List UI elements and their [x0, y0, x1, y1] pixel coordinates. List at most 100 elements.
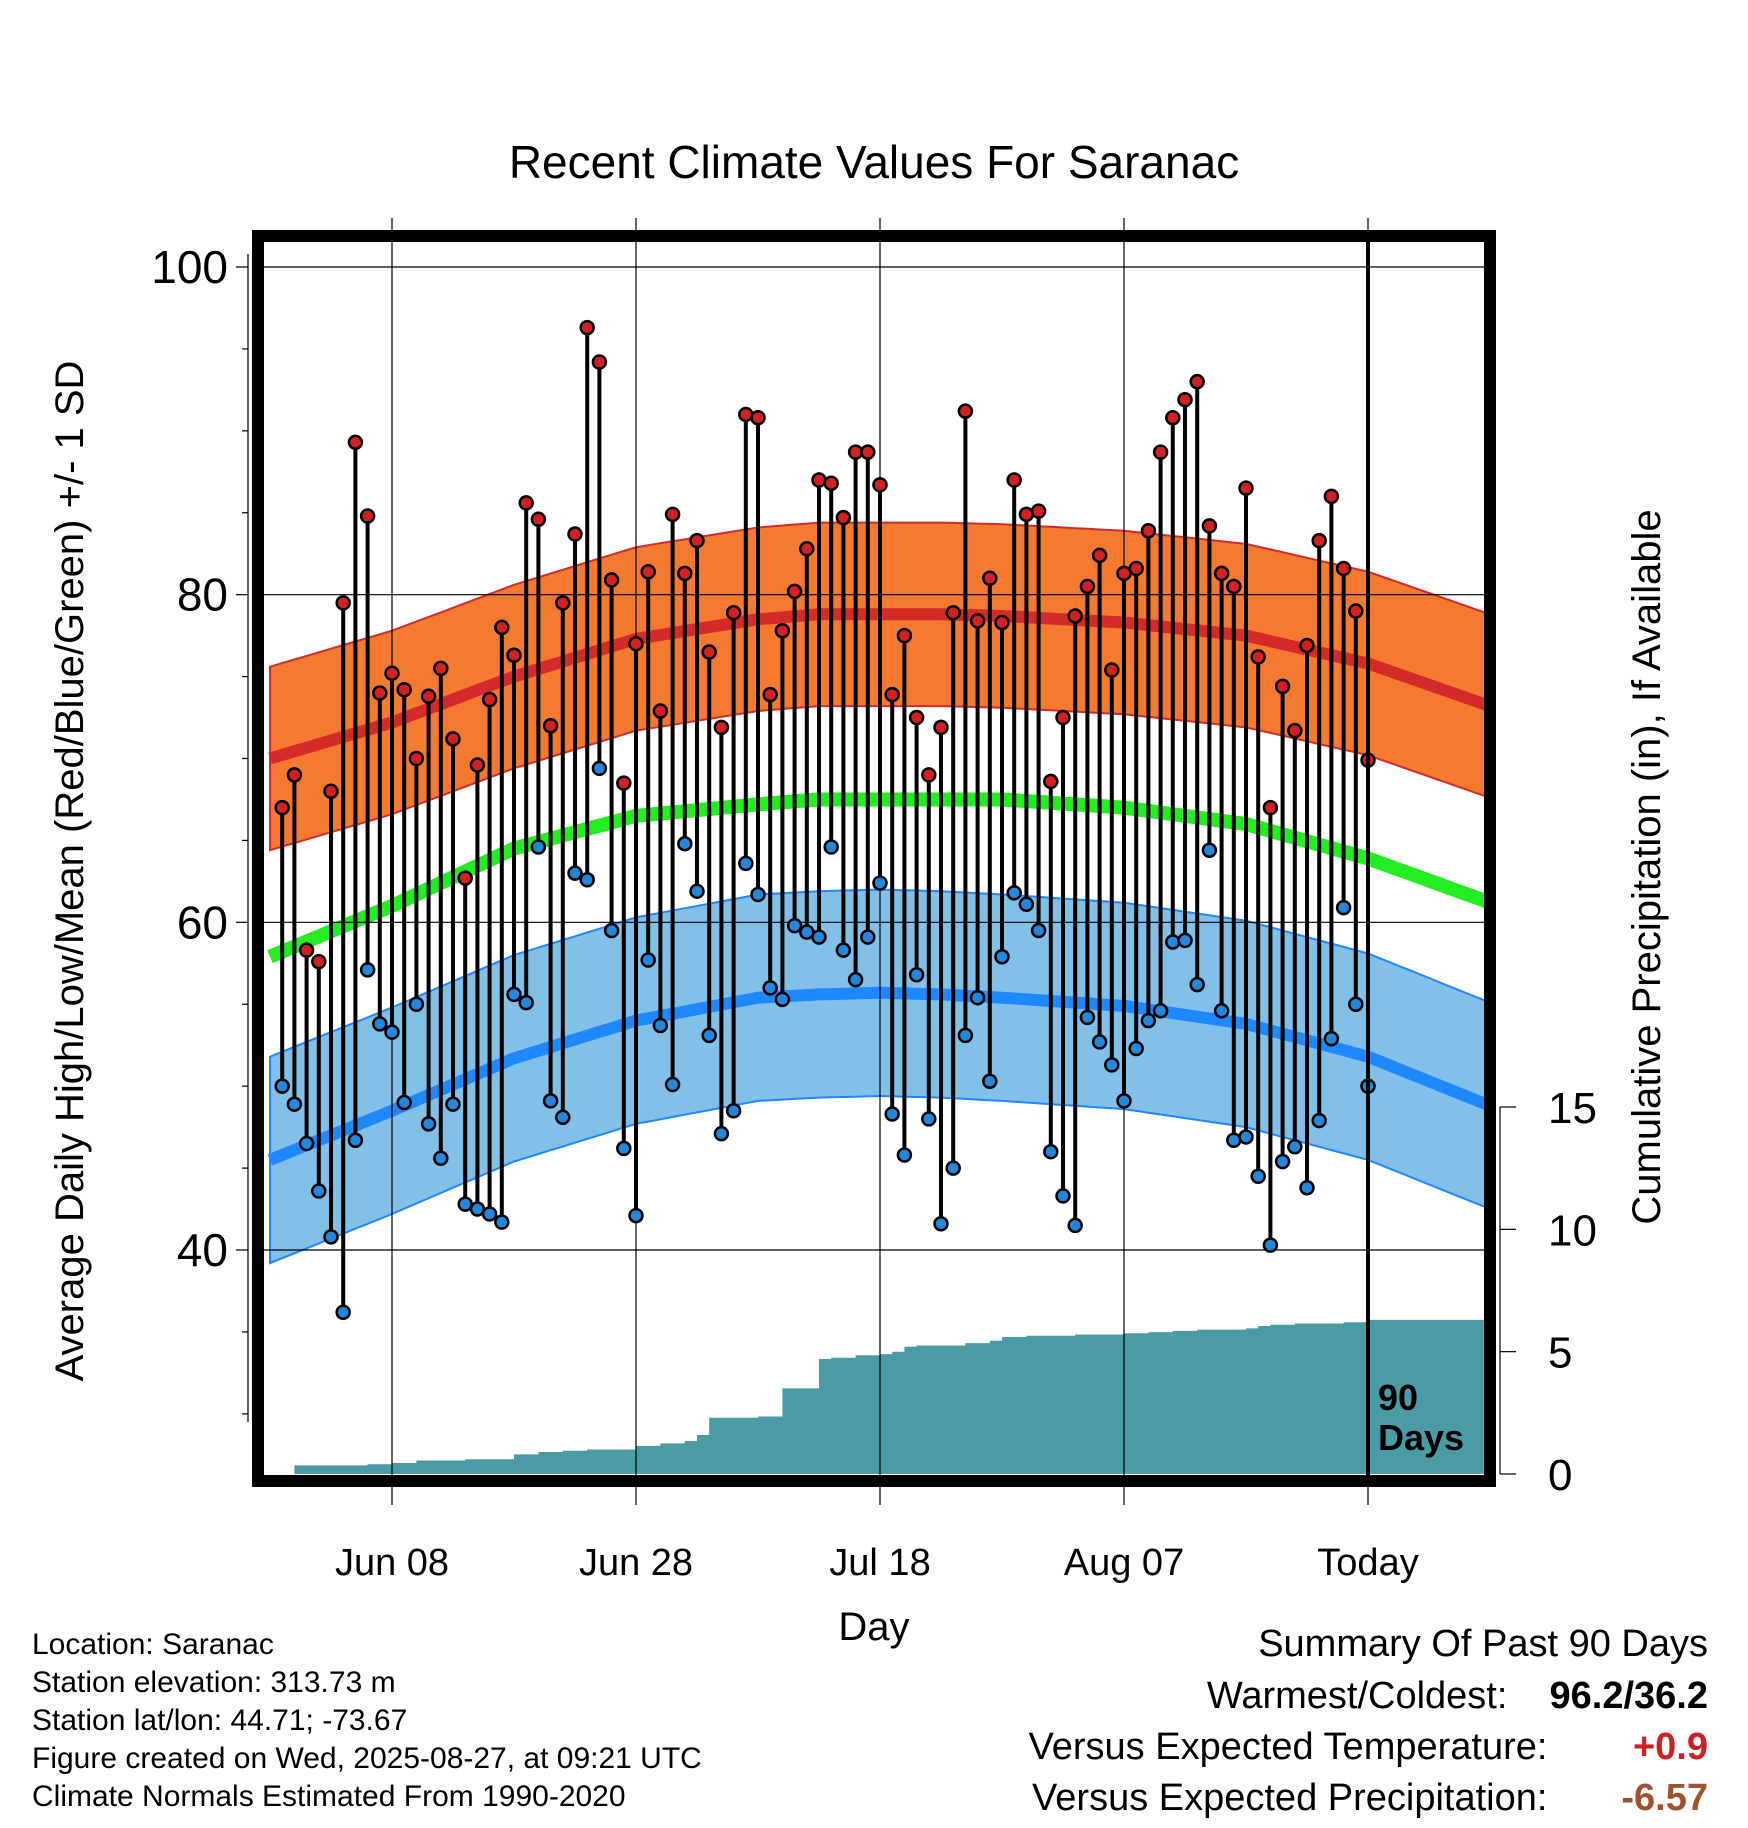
high-point	[1299, 637, 1315, 654]
low-point	[420, 1116, 437, 1132]
high-point	[591, 354, 608, 370]
latlon-text: Station lat/lon: 44.71; -73.67	[32, 1704, 408, 1737]
low-point	[872, 875, 888, 891]
high-point	[860, 444, 876, 460]
low-point	[591, 760, 608, 777]
low-point	[335, 1304, 351, 1321]
high-point	[420, 688, 437, 704]
low-point	[372, 1016, 388, 1032]
low-point	[347, 1132, 364, 1148]
high-point	[603, 572, 620, 588]
low-point	[1238, 1129, 1254, 1145]
high-point	[1152, 444, 1169, 460]
low-point	[1299, 1179, 1315, 1196]
plot-area	[264, 242, 1484, 1475]
low-point	[1189, 976, 1205, 993]
high-point	[567, 526, 583, 542]
high-point	[616, 775, 632, 791]
y-axis-label: Average Daily High/Low/Mean (Red/Blue/Gr…	[48, 361, 92, 1382]
high-point	[725, 604, 742, 621]
high-point	[957, 403, 974, 419]
low-point	[518, 994, 534, 1011]
low-point	[1274, 1153, 1291, 1170]
high-point	[1128, 560, 1144, 577]
low-point	[384, 1024, 400, 1040]
high-point	[457, 870, 473, 886]
low-point	[445, 1096, 461, 1112]
y-tick-label: 100	[151, 241, 228, 293]
high-point	[1177, 391, 1193, 408]
low-point	[1104, 1057, 1120, 1073]
low-point	[1128, 1040, 1144, 1057]
high-point	[298, 942, 315, 958]
low-point	[616, 1140, 632, 1157]
low-point	[274, 1078, 290, 1094]
y-tick-label: 60	[177, 896, 228, 948]
low-point	[1091, 1034, 1108, 1050]
y2-tick-label: 15	[1548, 1084, 1597, 1133]
high-point	[1238, 480, 1254, 496]
low-point	[896, 1147, 913, 1163]
high-point	[823, 475, 839, 492]
high-point	[579, 319, 595, 336]
high-point	[469, 757, 486, 773]
normals-text: Climate Normals Estimated From 1990-2020	[32, 1780, 626, 1813]
low-point	[701, 1027, 717, 1044]
high-point	[274, 799, 290, 816]
low-point	[481, 1206, 498, 1222]
high-point	[664, 506, 681, 523]
low-point	[555, 1109, 571, 1126]
low-point	[1116, 1093, 1132, 1109]
high-point	[774, 622, 791, 639]
precipitation-area	[294, 1319, 1484, 1474]
high-point	[1335, 560, 1352, 577]
low-point	[1201, 842, 1218, 858]
high-point	[1323, 488, 1340, 505]
high-point	[323, 783, 339, 800]
x-axis-label: Day	[838, 1605, 909, 1649]
low-point	[1079, 1009, 1096, 1026]
chart-title: Recent Climate Values For Saranac	[509, 136, 1239, 188]
high-point	[1274, 678, 1291, 695]
high-point	[1030, 503, 1047, 519]
high-point	[1104, 662, 1120, 678]
created-text: Figure created on Wed, 2025-08-27, at 09…	[32, 1742, 702, 1775]
x-tick-label: Today	[1317, 1542, 1418, 1584]
high-point	[347, 434, 364, 451]
low-point	[323, 1229, 339, 1245]
high-point	[1201, 518, 1218, 534]
high-point	[835, 509, 852, 526]
high-point	[481, 691, 498, 708]
high-point	[628, 636, 644, 652]
low-point	[677, 835, 693, 852]
high-point	[530, 511, 547, 528]
low-point	[1348, 996, 1364, 1012]
low-point	[359, 962, 376, 978]
high-point	[445, 731, 461, 747]
high-point	[701, 644, 717, 660]
y2-tick-label: 5	[1548, 1329, 1572, 1378]
high-point	[408, 750, 425, 767]
high-point	[738, 406, 754, 423]
precip-value: -6.57	[1621, 1777, 1708, 1819]
low-point	[567, 865, 583, 881]
high-point	[506, 647, 522, 664]
plot-frame	[252, 230, 1496, 1487]
temp-label: Versus Expected Temperature:	[1028, 1726, 1548, 1768]
high-point	[1189, 373, 1205, 390]
high-point	[372, 685, 388, 701]
low-point	[1250, 1168, 1266, 1185]
y2-axis-label: Cumulative Precipitation (in), If Availa…	[1625, 509, 1669, 1224]
high-point	[908, 709, 925, 726]
y2-tick-label: 10	[1548, 1206, 1597, 1255]
low-point	[1335, 899, 1352, 916]
low-point	[494, 1214, 510, 1230]
high-point	[762, 686, 778, 703]
low-point	[1311, 1112, 1327, 1129]
high-point	[689, 532, 705, 549]
low-point	[396, 1094, 412, 1111]
low-point	[1140, 1012, 1157, 1029]
low-point	[811, 929, 827, 945]
low-point	[628, 1207, 644, 1224]
elevation-text: Station elevation: 313.73 m	[32, 1666, 396, 1699]
